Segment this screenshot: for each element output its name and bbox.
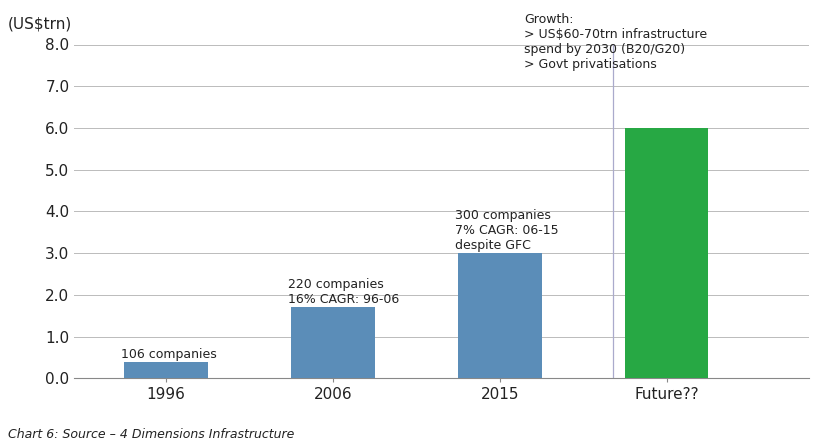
Text: (US$trn): (US$trn) (8, 16, 73, 31)
Text: Chart 6: Source – 4 Dimensions Infrastructure: Chart 6: Source – 4 Dimensions Infrastru… (8, 428, 295, 441)
Text: 300 companies
7% CAGR: 06-15
despite GFC: 300 companies 7% CAGR: 06-15 despite GFC (455, 209, 559, 252)
Text: Growth:
> US$60-70trn infrastructure
spend by 2030 (B20/G20)
> Govt privatisatio: Growth: > US$60-70trn infrastructure spe… (524, 13, 707, 71)
Bar (458, 253, 541, 378)
Bar (625, 128, 709, 378)
Text: 220 companies
16% CAGR: 96-06: 220 companies 16% CAGR: 96-06 (288, 279, 399, 307)
Bar (125, 361, 208, 378)
Text: 106 companies: 106 companies (121, 348, 217, 361)
Bar (291, 307, 375, 378)
